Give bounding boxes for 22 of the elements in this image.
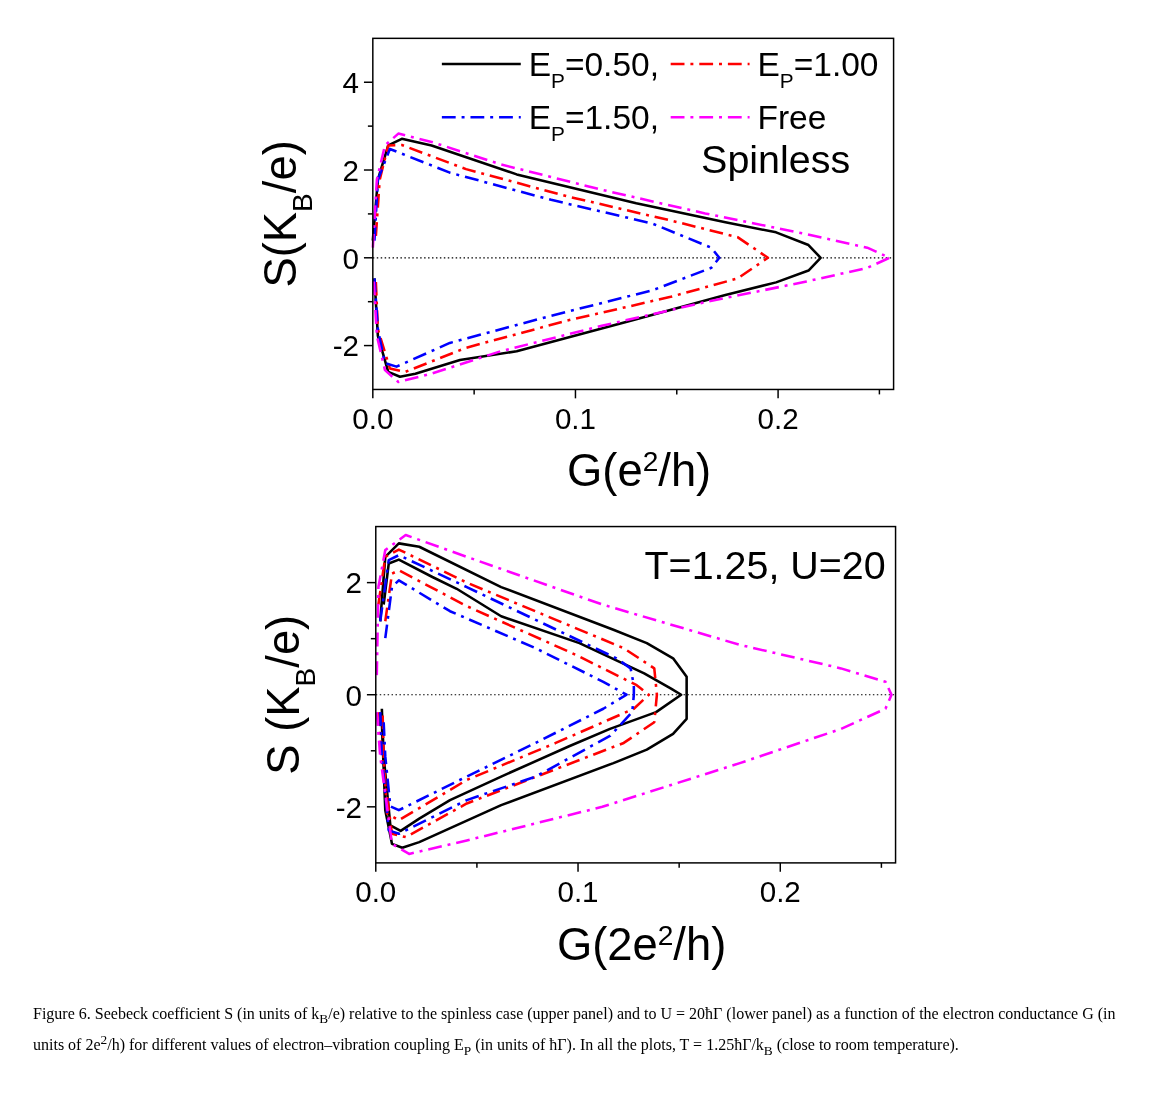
x-tick-label: 0.2 — [757, 401, 799, 435]
x-axis-title: G(2e$^{2}$/h) — [556, 918, 727, 970]
y-tick-label: 2 — [345, 566, 362, 600]
text: Figure 6. Seebeck coefficient S (in units of k$_{B}$/e) relative to the spinless case (upper panel) and to U = 20ħΓ (lower panel) as a function of the electron conductance G (in units of 2e$^{2}$/h) for different values of electron–vibration coupling E$_{P}$ (in units of ħΓ). In all the plots, T = 1.25ħΓ/k$_{B}$ (close to room temperature). — [33, 1005, 1116, 1058]
x-tick-label: 0.0 — [352, 401, 394, 435]
x-tick-label: 0.1 — [557, 875, 599, 909]
x-tick-label: 0.1 — [554, 401, 597, 435]
x-tick-label: 0.0 — [355, 875, 397, 909]
y-tick-label: 0 — [345, 678, 362, 712]
y-tick-label: -2 — [332, 329, 360, 363]
legend-label: Free — [757, 99, 827, 137]
legend-label: E$_{P}$=1.50, — [528, 99, 660, 145]
y-tick-label: 4 — [342, 66, 360, 100]
annotation: Spinless — [701, 137, 851, 182]
x-axis-title: G(e$^{2}$/h) — [567, 445, 712, 497]
y-tick-label: 2 — [342, 153, 360, 187]
x-tick-label: 0.2 — [759, 875, 801, 909]
y-tick-label: 0 — [342, 241, 360, 275]
y-tick-label: -2 — [335, 790, 362, 824]
annotation: T=1.25, U=20 — [644, 542, 886, 587]
legend-label: E$_{P}$=1.00 — [757, 45, 879, 92]
legend-label: E$_{P}$=0.50, — [528, 45, 660, 92]
